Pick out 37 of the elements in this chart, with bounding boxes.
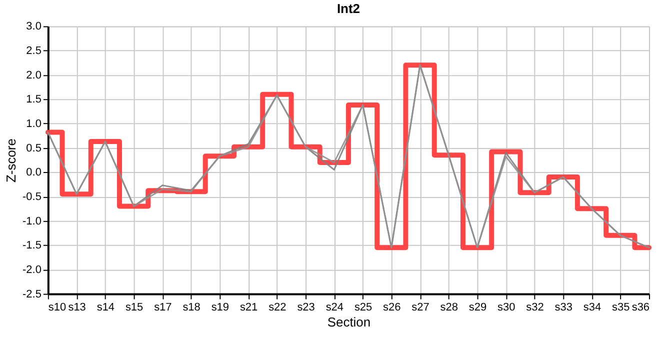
x-tick-label: s21 [240, 301, 258, 314]
y-tick-label: -0.5 [22, 190, 42, 203]
x-tick-label: s36 [632, 301, 650, 314]
x-tick-label: s33 [554, 301, 572, 314]
y-tick-label: 0.0 [26, 166, 42, 179]
y-tick-label: 0.5 [26, 142, 42, 154]
y-axis-title: Z-score [4, 138, 19, 182]
x-tick-label: s30 [498, 301, 516, 314]
x-tick-label: s23 [297, 301, 315, 314]
x-tick-label: s13 [68, 301, 86, 314]
x-tick-label: s19 [211, 301, 230, 314]
x-tick-label: s22 [268, 301, 286, 314]
x-tick-label: s25 [354, 301, 372, 314]
x-tick-label: s17 [154, 301, 172, 314]
x-tick-label: s29 [468, 301, 487, 314]
y-tick-label: 3.0 [26, 20, 42, 33]
chart-title: Int2 [336, 1, 360, 16]
y-tick-label: 2.5 [26, 45, 42, 58]
x-tick-label: s28 [440, 301, 458, 314]
x-tick-label: s27 [412, 301, 430, 314]
y-tick-label: -1.0 [22, 215, 42, 228]
x-tick-label: s32 [526, 301, 544, 314]
y-tick-label: -2.5 [22, 288, 42, 300]
x-tick-label: s14 [96, 301, 115, 314]
y-tick-label: -1.5 [22, 240, 42, 252]
y-tick-label: 1.0 [26, 118, 42, 130]
x-tick-label: s26 [383, 301, 401, 314]
x-tick-label: s24 [326, 301, 344, 314]
x-tick-label: s10 [48, 301, 66, 314]
x-tick-label: s34 [583, 301, 602, 314]
x-tick-label: s35 [612, 301, 630, 314]
x-axis-title: Section [327, 314, 371, 330]
x-tick-label: s15 [125, 301, 144, 314]
x-tick-label: s18 [182, 301, 200, 314]
y-tick-label: -2.0 [22, 264, 42, 276]
y-tick-label: 1.5 [26, 94, 42, 106]
y-tick-label: 2.0 [26, 69, 42, 82]
